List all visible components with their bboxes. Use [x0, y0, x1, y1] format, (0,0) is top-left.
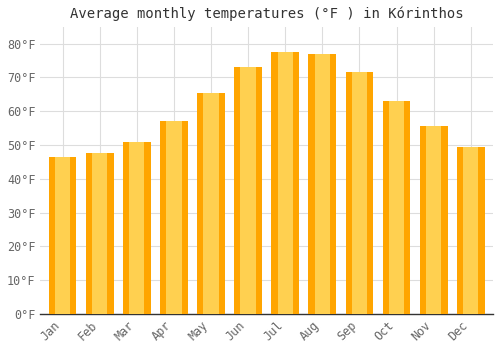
- Bar: [160, 121, 188, 314]
- Bar: [382, 101, 410, 314]
- Bar: [55, 157, 70, 314]
- Bar: [123, 142, 150, 314]
- Bar: [463, 147, 478, 314]
- Bar: [92, 153, 108, 314]
- Bar: [48, 157, 76, 314]
- Bar: [352, 72, 367, 314]
- Bar: [457, 147, 484, 314]
- Bar: [426, 126, 442, 314]
- Bar: [272, 52, 299, 314]
- Bar: [346, 72, 374, 314]
- Bar: [86, 153, 114, 314]
- Title: Average monthly temperatures (°F ) in Kórinthos: Average monthly temperatures (°F ) in Kó…: [70, 7, 464, 21]
- Bar: [234, 67, 262, 314]
- Bar: [314, 54, 330, 314]
- Bar: [278, 52, 293, 314]
- Bar: [166, 121, 182, 314]
- Bar: [197, 93, 225, 314]
- Bar: [308, 54, 336, 314]
- Bar: [420, 126, 448, 314]
- Bar: [240, 67, 256, 314]
- Bar: [129, 142, 144, 314]
- Bar: [389, 101, 404, 314]
- Bar: [204, 93, 218, 314]
